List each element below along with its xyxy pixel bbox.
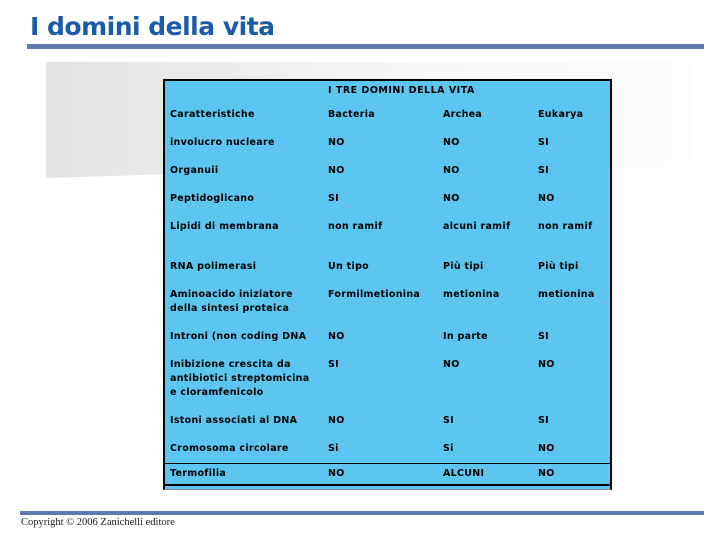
column-header-archea: Archea bbox=[443, 109, 483, 120]
cell-value: In parte bbox=[443, 331, 488, 342]
table-row: RNA polimerasi Un tipo Più tipi Più tipi bbox=[165, 253, 610, 281]
table-body: involucro nucleare NO NO SI Organuii NO NO SI Pe… bbox=[165, 129, 610, 486]
cell-value: NO bbox=[538, 193, 555, 204]
table-row: Peptidoglicano SI NO NO bbox=[165, 185, 610, 213]
table-title-row: I TRE DOMINI DELLA VITA bbox=[165, 81, 610, 101]
row-label: Cromosoma circolare bbox=[170, 443, 289, 454]
table-row: Organuii NO NO SI bbox=[165, 157, 610, 185]
cell-value: NO bbox=[443, 137, 460, 148]
cell-value: NO bbox=[538, 468, 555, 479]
cell-value: NO bbox=[538, 443, 555, 454]
table-header-row: Caratteristiche Bacteria Archea Eukarya bbox=[165, 101, 610, 129]
cell-value: NO bbox=[328, 468, 345, 479]
row-label: Organuii bbox=[170, 165, 219, 176]
row-label: Lipidi di membrana bbox=[170, 221, 279, 232]
table-row: Cromosoma circolare Si Si NO bbox=[165, 435, 610, 463]
cell-value: NO bbox=[328, 137, 345, 148]
cell-value: metionina bbox=[443, 289, 500, 300]
cell-value: NO bbox=[443, 193, 460, 204]
cell-value: NO bbox=[328, 415, 345, 426]
cell-value: SI bbox=[538, 165, 549, 176]
table-row: Istoni associati al DNA NO SI SI bbox=[165, 407, 610, 435]
cell-value: SI bbox=[538, 415, 549, 426]
column-header-eukarya: Eukarya bbox=[538, 109, 584, 120]
row-label: Istoni associati al DNA bbox=[170, 415, 298, 426]
copyright-text: Copyright © 2006 Zanichelli editore bbox=[21, 517, 175, 528]
cell-value: NO bbox=[538, 359, 555, 370]
cell-value: Si bbox=[443, 443, 454, 454]
row-label: RNA polimerasi bbox=[170, 261, 257, 272]
cell-value: non ramif bbox=[328, 221, 383, 232]
cell-value: Si bbox=[328, 443, 339, 454]
cell-value: Più tipi bbox=[443, 261, 484, 272]
table-row: Inibizione crescita da antibiotici strept… bbox=[165, 351, 610, 407]
cell-value: NO bbox=[328, 165, 345, 176]
table-title: I TRE DOMINI DELLA VITA bbox=[328, 85, 475, 96]
table-row: involucro nucleare NO NO SI bbox=[165, 129, 610, 157]
cell-value: Un tipo bbox=[328, 261, 370, 272]
table-row: Aminoacido iniziatore della sintesi prote… bbox=[165, 281, 610, 323]
cell-value: Più tipi bbox=[538, 261, 579, 272]
table-bottom-cap bbox=[165, 486, 610, 489]
row-spacer bbox=[165, 241, 610, 253]
cell-value: NO bbox=[443, 165, 460, 176]
cell-value: metionina bbox=[538, 289, 595, 300]
row-label: involucro nucleare bbox=[170, 137, 275, 148]
cell-value: SI bbox=[538, 137, 549, 148]
cell-value: alcuni ramif bbox=[443, 221, 511, 232]
cell-value: NO bbox=[328, 331, 345, 342]
table-row: Termofilia NO ALCUNI NO bbox=[165, 463, 610, 486]
cell-value: SI bbox=[328, 359, 339, 370]
domains-comparison-table: I TRE DOMINI DELLA VITA Caratteristiche … bbox=[163, 79, 612, 490]
row-label: Termofilia bbox=[170, 468, 227, 479]
column-header-caratteristiche: Caratteristiche bbox=[170, 109, 255, 120]
row-label: Inibizione crescita da antibiotici strept… bbox=[170, 359, 310, 398]
cell-value: SI bbox=[328, 193, 339, 204]
cell-value: SI bbox=[443, 415, 454, 426]
row-label: Introni (non coding DNA bbox=[170, 331, 307, 342]
footer-bar bbox=[20, 511, 704, 515]
row-label: Peptidoglicano bbox=[170, 193, 255, 204]
title-underline-bar bbox=[27, 44, 704, 49]
cell-value: NO bbox=[443, 359, 460, 370]
row-label: Aminoacido iniziatore della sintesi prote… bbox=[170, 289, 293, 314]
table-row: Introni (non coding DNA NO In parte SI bbox=[165, 323, 610, 351]
cell-value: ALCUNI bbox=[443, 468, 485, 479]
page-title: I domini della vita bbox=[30, 12, 275, 41]
column-header-bacteria: Bacteria bbox=[328, 109, 376, 120]
table-row: Lipidi di membrana non ramif alcuni ramif n… bbox=[165, 213, 610, 241]
cell-value: Formilmetionina bbox=[328, 289, 421, 300]
cell-value: non ramif bbox=[538, 221, 593, 232]
cell-value: SI bbox=[538, 331, 549, 342]
